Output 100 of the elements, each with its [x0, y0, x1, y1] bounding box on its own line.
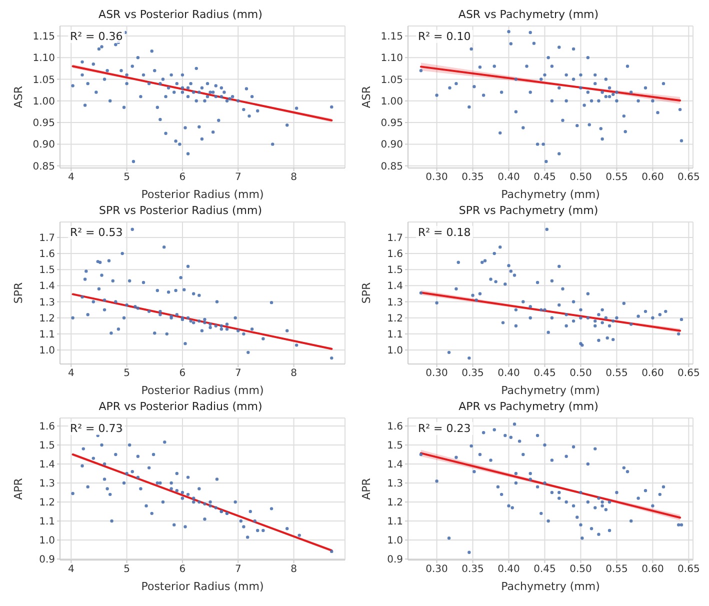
y-tick-label: 1.5 — [39, 265, 55, 276]
x-axis-title: Pachymetry (mm) — [501, 580, 600, 593]
y-tick-label: 1.6 — [387, 249, 403, 260]
y-tick-label: 1.6 — [39, 249, 55, 260]
y-tick-label: 1.3 — [39, 297, 55, 308]
y-tick-label: 1.1 — [387, 516, 403, 528]
y-tick-label: 1.5 — [39, 440, 55, 452]
x-tick-label: 0.65 — [678, 564, 700, 576]
x-tick-label: 7 — [234, 368, 242, 380]
x-tick-label: 8 — [290, 564, 297, 576]
x-axis-title: Pachymetry (mm) — [501, 188, 600, 201]
x-axis-title: Pachymetry (mm) — [501, 384, 600, 397]
y-tick-label: 1.7 — [387, 232, 403, 244]
y-tick-label: 1.4 — [39, 460, 55, 471]
y-tick-label: 0.90 — [32, 140, 55, 151]
x-tick-label: 0.55 — [606, 172, 628, 184]
y-tick-label: 0.90 — [380, 140, 403, 151]
y-tick-label: 1.3 — [387, 478, 403, 490]
x-tick-label: 7 — [234, 564, 242, 576]
y-tick-label: 1.0 — [387, 536, 403, 547]
y-tick-label: 0.85 — [380, 161, 403, 172]
x-tick-label: 0.35 — [462, 368, 484, 380]
x-tick-label: 0.45 — [534, 564, 556, 576]
x-tick-label: 6 — [179, 564, 186, 576]
y-tick-label: 1.6 — [39, 422, 55, 433]
y-tick-label: 1.4 — [387, 281, 403, 292]
chart-title: ASR vs Pachymetry (mm) — [457, 8, 600, 22]
y-tick-label: 1.05 — [32, 74, 55, 86]
y-axis-title: ASR — [360, 86, 373, 108]
annotation: R² = 0.23 — [416, 422, 473, 435]
x-tick-label: 0.40 — [498, 172, 520, 184]
x-tick-label: 5 — [124, 368, 130, 380]
chart-title: SPR vs Pachymetry (mm) — [458, 204, 600, 218]
x-tick-label: 0.65 — [678, 368, 700, 380]
y-tick-label: 1.10 — [380, 53, 403, 64]
y-tick-label: 1.15 — [32, 32, 55, 43]
y-tick-label: 0.95 — [380, 118, 403, 130]
x-tick-label: 8 — [290, 172, 297, 184]
y-tick-label: 1.0 — [387, 346, 403, 357]
y-tick-label: 1.1 — [39, 329, 55, 340]
y-tick-label: 1.00 — [32, 96, 55, 108]
x-axis-title: Posterior Radius (mm) — [141, 384, 264, 397]
x-tick-label: 0.60 — [642, 564, 664, 576]
y-tick-label: 1.0 — [39, 536, 55, 547]
y-tick-label: 1.2 — [387, 498, 403, 509]
x-tick-label: 0.45 — [534, 172, 556, 184]
x-tick-label: 5 — [124, 172, 130, 184]
x-tick-label: 0.60 — [642, 172, 664, 184]
y-tick-label: 0.85 — [32, 161, 55, 172]
x-tick-label: 6 — [179, 368, 186, 380]
x-tick-label: 0.45 — [534, 368, 556, 380]
x-tick-label: 0.30 — [426, 564, 448, 576]
y-tick-label: 1.3 — [39, 478, 55, 490]
y-axis-title: APR — [360, 478, 373, 500]
x-tick-label: 5 — [124, 564, 130, 576]
x-tick-label: 0.55 — [606, 368, 628, 380]
x-tick-label: 0.50 — [570, 368, 592, 380]
x-tick-label: 0.55 — [606, 564, 628, 576]
x-tick-label: 0.35 — [462, 172, 484, 184]
y-tick-label: 1.1 — [39, 516, 55, 528]
y-tick-label: 1.5 — [387, 265, 403, 276]
x-axis-title: Posterior Radius (mm) — [141, 580, 264, 593]
y-tick-label: 1.7 — [39, 232, 55, 244]
y-tick-label: 1.2 — [39, 313, 55, 324]
annotation: R² = 0.73 — [68, 422, 125, 435]
y-axis-title: SPR — [12, 282, 25, 304]
x-tick-label: 0.65 — [678, 172, 700, 184]
annotation: R² = 0.36 — [68, 30, 125, 43]
y-tick-label: 1.5 — [387, 440, 403, 452]
x-tick-label: 0.60 — [642, 368, 664, 380]
y-tick-label: 1.3 — [387, 297, 403, 308]
y-tick-label: 1.05 — [380, 74, 403, 86]
y-tick-label: 0.9 — [39, 554, 55, 566]
chart-title: SPR vs Posterior Radius (mm) — [98, 204, 263, 218]
x-tick-label: 0.50 — [570, 172, 592, 184]
y-tick-label: 1.2 — [39, 498, 55, 509]
annotation: R² = 0.10 — [416, 30, 473, 43]
annotation: R² = 0.53 — [68, 226, 125, 239]
x-tick-label: 0.30 — [426, 368, 448, 380]
y-tick-label: 1.2 — [387, 313, 403, 324]
x-tick-label: 8 — [290, 368, 297, 380]
x-axis-title: Posterior Radius (mm) — [141, 188, 264, 201]
y-tick-label: 1.0 — [39, 346, 55, 357]
y-axis-title: APR — [12, 478, 25, 500]
y-axis-title: ASR — [12, 86, 25, 108]
x-tick-label: 0.40 — [498, 368, 520, 380]
y-tick-label: 1.10 — [32, 53, 55, 64]
annotation: R² = 0.18 — [416, 226, 473, 239]
chart-title: ASR vs Posterior Radius (mm) — [98, 8, 264, 22]
x-tick-label: 7 — [234, 172, 242, 184]
y-tick-label: 0.95 — [32, 118, 55, 130]
y-tick-label: 1.4 — [39, 281, 55, 292]
x-tick-label: 0.40 — [498, 564, 520, 576]
x-tick-label: 4 — [68, 172, 74, 184]
x-tick-label: 4 — [68, 368, 74, 380]
x-tick-label: 0.50 — [570, 564, 592, 576]
x-tick-label: 6 — [179, 172, 186, 184]
y-tick-label: 0.9 — [387, 554, 403, 566]
y-tick-label: 1.4 — [387, 460, 403, 471]
chart-title: APR vs Pachymetry (mm) — [458, 400, 600, 414]
